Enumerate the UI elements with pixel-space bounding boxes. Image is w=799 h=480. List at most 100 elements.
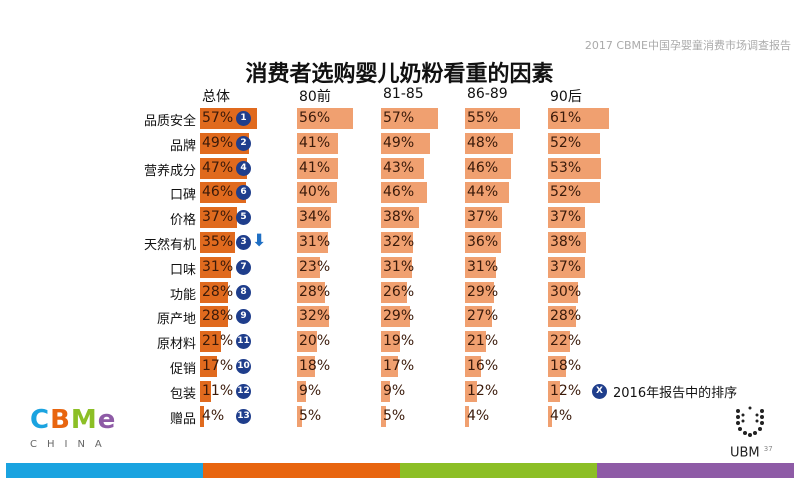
data-label: 16% bbox=[467, 358, 499, 374]
bar bbox=[381, 306, 410, 328]
rank-badge: 3 bbox=[236, 235, 251, 250]
bar bbox=[297, 405, 302, 427]
bar bbox=[200, 256, 231, 278]
data-label: 29% bbox=[383, 308, 415, 325]
bar bbox=[381, 182, 427, 204]
bar bbox=[465, 182, 509, 204]
data-label: 29% bbox=[467, 283, 499, 300]
row-label: 营养成分 bbox=[143, 163, 196, 179]
bar bbox=[465, 132, 513, 154]
chart-title: 消费者选购婴儿奶粉看重的因素 bbox=[245, 62, 554, 87]
column-header: 86-89 bbox=[467, 86, 508, 102]
data-label: 30% bbox=[550, 283, 582, 300]
data-label: 46% bbox=[202, 184, 234, 201]
bar bbox=[200, 157, 247, 179]
bar bbox=[297, 207, 331, 229]
bar bbox=[465, 232, 501, 253]
bar bbox=[465, 405, 469, 427]
bar bbox=[200, 331, 221, 353]
data-label: 4% bbox=[467, 407, 490, 424]
row-label: 口碑 bbox=[169, 188, 196, 204]
bar bbox=[548, 157, 601, 179]
bar bbox=[548, 132, 600, 154]
bar bbox=[465, 306, 492, 328]
bar bbox=[200, 306, 228, 328]
bar bbox=[465, 356, 481, 377]
data-label: 37% bbox=[467, 209, 499, 226]
report-header: 2017 CBME中国孕婴童消费市场调查报告 bbox=[584, 39, 791, 52]
ubm-dots-icon bbox=[736, 406, 764, 437]
bar bbox=[548, 405, 552, 427]
bar bbox=[297, 380, 306, 402]
bar bbox=[548, 380, 560, 402]
bar bbox=[381, 207, 419, 229]
data-label: 31% bbox=[383, 258, 415, 275]
bar bbox=[297, 306, 329, 328]
data-label: 49% bbox=[383, 134, 415, 151]
data-label: 38% bbox=[383, 209, 415, 226]
bar bbox=[381, 405, 386, 427]
data-label: 35% bbox=[202, 234, 234, 250]
bar bbox=[465, 281, 494, 303]
cbme-logo: CBMe CHINA bbox=[30, 405, 117, 450]
bar bbox=[200, 232, 235, 253]
data-label: 18% bbox=[299, 358, 331, 374]
column-header: 80前 bbox=[299, 89, 331, 105]
legend-badge: X bbox=[592, 384, 607, 399]
bar bbox=[381, 331, 400, 353]
data-label: 55% bbox=[467, 110, 499, 126]
row-label: 原产地 bbox=[156, 312, 196, 328]
data-label: 41% bbox=[299, 134, 331, 151]
bar bbox=[465, 157, 511, 179]
data-label: 17% bbox=[202, 358, 234, 374]
column-header: 81-85 bbox=[383, 86, 424, 102]
bar bbox=[297, 182, 337, 204]
bar bbox=[297, 256, 320, 278]
rank-badge: 6 bbox=[236, 185, 251, 201]
data-label: 28% bbox=[550, 308, 582, 325]
row-label: 口味 bbox=[169, 262, 196, 278]
data-label: 57% bbox=[202, 110, 234, 126]
bar bbox=[548, 207, 585, 229]
bar bbox=[548, 232, 586, 253]
bar bbox=[381, 281, 407, 303]
data-label: 34% bbox=[299, 209, 331, 226]
rank-badge: 8 bbox=[236, 284, 251, 300]
bar bbox=[200, 182, 246, 204]
data-label: 37% bbox=[550, 209, 582, 226]
bar bbox=[200, 405, 204, 427]
data-label: 28% bbox=[202, 283, 234, 300]
rank-badge: 9 bbox=[236, 309, 251, 325]
ubm-text: UBM bbox=[730, 445, 760, 461]
bar bbox=[381, 232, 413, 253]
row-label: 赠品 bbox=[169, 411, 196, 427]
cbme-china: CHINA bbox=[30, 439, 112, 450]
data-label: 18% bbox=[550, 358, 582, 374]
bar bbox=[200, 356, 217, 377]
bar bbox=[200, 281, 228, 303]
rank-badge: 11 bbox=[236, 334, 251, 350]
data-label: 31% bbox=[202, 258, 234, 275]
data-label: 11% bbox=[202, 382, 234, 399]
footer-stripe bbox=[400, 463, 597, 478]
row-label: 包装 bbox=[169, 386, 196, 402]
data-label: 57% bbox=[383, 110, 415, 126]
data-label: 28% bbox=[299, 283, 331, 300]
data-label: 9% bbox=[299, 382, 322, 399]
page-number: 37 bbox=[763, 445, 773, 453]
data-label: 43% bbox=[383, 159, 415, 176]
bar bbox=[465, 331, 486, 353]
data-label: 5% bbox=[299, 407, 322, 424]
bar bbox=[200, 207, 237, 229]
bar bbox=[297, 108, 353, 129]
data-label: 19% bbox=[383, 333, 415, 350]
data-label: 37% bbox=[550, 258, 582, 275]
bar bbox=[297, 331, 317, 353]
bar bbox=[200, 380, 211, 402]
data-label: 12% bbox=[550, 382, 582, 399]
ubm-logo: UBM 37 bbox=[730, 405, 773, 460]
data-label: 37% bbox=[202, 209, 234, 226]
footer-stripe bbox=[203, 463, 400, 478]
legend: X 2016年报告中的排序 bbox=[592, 382, 737, 401]
data-label: 4% bbox=[202, 407, 225, 424]
